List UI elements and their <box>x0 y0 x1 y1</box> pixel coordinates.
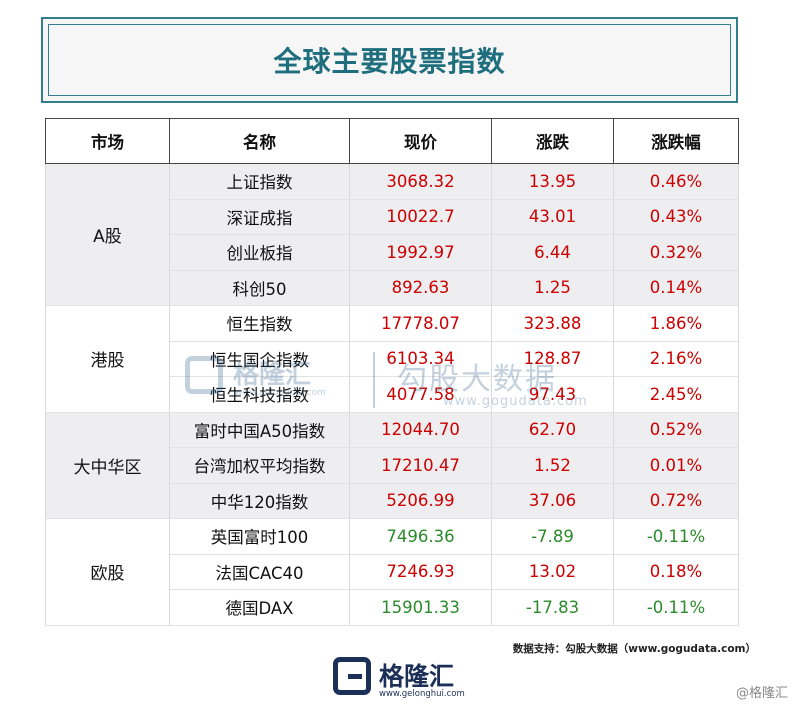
header-name: 名称 <box>169 118 350 164</box>
table-row: 恒生国企指数 6103.34 128.87 2.16% <box>46 341 739 377</box>
change-cell: 13.02 <box>491 554 614 590</box>
change-pct-cell: -0.11% <box>613 518 739 555</box>
change-cell: 1.52 <box>491 447 614 484</box>
change-pct-cell: 0.43% <box>613 199 739 235</box>
header-change: 涨跌 <box>491 118 614 164</box>
price-cell: 17778.07 <box>349 305 492 342</box>
price-cell: 3068.32 <box>349 163 492 200</box>
change-pct-cell: 2.45% <box>613 376 739 413</box>
change-pct-cell: 0.52% <box>613 411 739 448</box>
name-cell: 中华120指数 <box>169 483 350 519</box>
name-cell: 德国DAX <box>169 589 350 626</box>
price-cell: 7496.36 <box>349 518 492 555</box>
table-row: 欧股 英国富时100 7496.36 -7.89 -0.11% <box>45 518 739 626</box>
index-table: 市场 名称 现价 涨跌 涨跌幅 A股 上证指数 3068.32 13.95 0.46% 深… <box>45 118 739 626</box>
name-cell: 科创50 <box>169 270 350 306</box>
change-cell: -7.89 <box>491 518 614 555</box>
price-cell: 17210.47 <box>349 447 492 484</box>
name-cell: 恒生科技指数 <box>169 376 350 413</box>
name-cell: 法国CAC40 <box>169 554 350 590</box>
price-cell: 4077.58 <box>349 376 492 413</box>
header-market: 市场 <box>45 118 170 164</box>
table-row: 创业板指 1992.97 6.44 0.32% <box>46 234 739 271</box>
market-cell: A股 <box>45 163 170 306</box>
change-cell: 6.44 <box>491 234 614 271</box>
table-row: 法国CAC40 7246.93 13.02 0.18% <box>46 554 739 590</box>
price-cell: 1992.97 <box>349 234 492 271</box>
table-row: 德国DAX 15901.33 -17.83 -0.11% <box>46 589 739 626</box>
name-cell: 恒生指数 <box>169 305 350 342</box>
name-cell: 恒生国企指数 <box>169 341 350 377</box>
gelonghui-logo-icon <box>333 657 371 695</box>
change-pct-cell: 0.46% <box>613 163 739 200</box>
change-pct-cell: 0.01% <box>613 447 739 484</box>
table-row: 港股 恒生指数 17778.07 323.88 1.86% <box>45 305 739 413</box>
change-cell: 62.70 <box>491 411 614 448</box>
header-price: 现价 <box>349 118 492 164</box>
name-cell: 富时中国A50指数 <box>169 411 350 448</box>
price-cell: 7246.93 <box>349 554 492 590</box>
change-cell: 128.87 <box>491 341 614 377</box>
footer-url: www.gelonghui.com <box>379 689 465 699</box>
footer-brand: 格隆汇 <box>379 662 455 691</box>
table-row: 台湾加权平均指数 17210.47 1.52 0.01% <box>46 447 739 484</box>
market-cell: 大中华区 <box>45 411 170 519</box>
table-header-row: 市场 名称 现价 涨跌 涨跌幅 <box>45 118 739 164</box>
table-row: 科创50 892.63 1.25 0.14% <box>46 270 739 306</box>
footer-logo: 格隆汇 www.gelonghui.com <box>333 653 465 699</box>
table-body: A股 上证指数 3068.32 13.95 0.46% 深证成指 10022.7 43.01 0… <box>45 163 739 626</box>
data-source-note: 数据支持：勾股大数据（www.gogudata.com） <box>512 643 756 655</box>
change-pct-cell: 0.32% <box>613 234 739 271</box>
price-cell: 12044.70 <box>349 411 492 448</box>
market-cell: 港股 <box>45 305 170 413</box>
corner-watermark: @格隆汇 <box>735 686 788 701</box>
page-title: 全球主要股票指数 <box>273 45 506 78</box>
change-cell: 323.88 <box>491 305 614 342</box>
name-cell: 台湾加权平均指数 <box>169 447 350 484</box>
change-pct-cell: 0.72% <box>613 483 739 519</box>
change-pct-cell: 2.16% <box>613 341 739 377</box>
name-cell: 上证指数 <box>169 163 350 200</box>
name-cell: 创业板指 <box>169 234 350 271</box>
change-cell: 1.25 <box>491 270 614 306</box>
market-cell: 欧股 <box>45 518 170 626</box>
change-pct-cell: 1.86% <box>613 305 739 342</box>
table-row: 大中华区 富时中国A50指数 12044.70 62.70 0.52% <box>45 411 739 519</box>
change-pct-cell: -0.11% <box>613 589 739 626</box>
change-cell: 97.43 <box>491 376 614 413</box>
price-cell: 5206.99 <box>349 483 492 519</box>
change-cell: 37.06 <box>491 483 614 519</box>
name-cell: 英国富时100 <box>169 518 350 555</box>
price-cell: 892.63 <box>349 270 492 306</box>
price-cell: 6103.34 <box>349 341 492 377</box>
change-pct-cell: 0.18% <box>613 554 739 590</box>
change-cell: 13.95 <box>491 163 614 200</box>
change-cell: -17.83 <box>491 589 614 626</box>
name-cell: 深证成指 <box>169 199 350 235</box>
change-cell: 43.01 <box>491 199 614 235</box>
change-pct-cell: 0.14% <box>613 270 739 306</box>
title-banner: 全球主要股票指数 <box>41 17 738 103</box>
table-row: A股 上证指数 3068.32 13.95 0.46% <box>45 163 739 306</box>
title-inner-frame: 全球主要股票指数 <box>48 24 731 96</box>
table-row: 深证成指 10022.7 43.01 0.43% <box>46 199 739 235</box>
price-cell: 10022.7 <box>349 199 492 235</box>
price-cell: 15901.33 <box>349 589 492 626</box>
header-change-pct: 涨跌幅 <box>613 118 739 164</box>
